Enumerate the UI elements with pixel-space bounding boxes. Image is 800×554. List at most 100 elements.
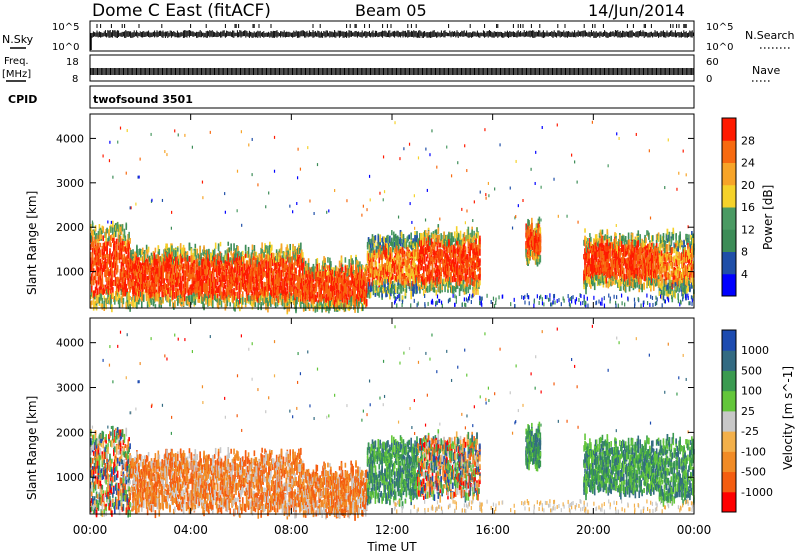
power-echo (176, 295, 179, 300)
power-echo (262, 286, 264, 292)
power-echo (132, 286, 134, 294)
power-echo (326, 275, 328, 283)
power-echo (257, 302, 260, 311)
power-echo (165, 290, 167, 296)
power-echo (246, 271, 249, 278)
power-echo (274, 274, 277, 281)
power-echo (182, 283, 185, 289)
power-echo (133, 299, 135, 307)
power-echo (136, 254, 138, 261)
power-echo (168, 297, 170, 303)
power-echo (138, 270, 140, 279)
power-echo (218, 298, 221, 306)
power-echo (244, 298, 247, 305)
power-echo (298, 294, 300, 302)
power-echo (299, 267, 301, 273)
power-echo (185, 253, 188, 258)
power-echo (125, 302, 128, 310)
power-echo (117, 277, 120, 284)
power-echo (139, 248, 142, 256)
power-echo (341, 302, 344, 310)
power-echo (154, 261, 157, 269)
power-echo (287, 266, 290, 272)
power-echo (335, 290, 338, 297)
power-echo (220, 253, 223, 258)
power-echo (114, 230, 117, 238)
power-echo (105, 246, 107, 252)
power-echo (162, 296, 164, 303)
power-echo (286, 305, 289, 313)
power-echo (227, 253, 230, 260)
power-echo (216, 298, 219, 303)
power-echo (102, 262, 105, 267)
power-echo (93, 248, 96, 255)
freq-bottom-tick: 8 (72, 74, 78, 85)
power-echo (211, 291, 214, 299)
power-echo (310, 285, 313, 292)
power-echo (176, 279, 179, 286)
power-echo (312, 294, 315, 300)
power-echo (142, 260, 145, 268)
power-echo (179, 298, 182, 306)
power-echo (150, 299, 153, 305)
power-echo (103, 253, 106, 259)
power-echo (260, 275, 262, 282)
power-echo (280, 285, 283, 294)
power-echo (227, 274, 230, 279)
power-echo (210, 282, 213, 287)
power-echo (277, 280, 280, 287)
power-echo (229, 302, 231, 307)
power-echo (280, 295, 283, 301)
power-echo (168, 253, 170, 259)
power-echo (127, 263, 129, 270)
power-echo (153, 270, 156, 276)
power-echo (296, 249, 298, 256)
power-echo (171, 251, 173, 258)
power-echo (215, 259, 218, 265)
power-echo (261, 249, 263, 254)
power-echo (96, 255, 99, 262)
power-echo (91, 293, 94, 298)
power-echo (93, 293, 96, 300)
power-echo (271, 289, 274, 296)
power-echo (157, 282, 160, 290)
power-echo (275, 285, 278, 291)
power-echo (167, 287, 169, 295)
power-echo (283, 293, 286, 300)
power-echo (101, 259, 104, 264)
power-echo (319, 271, 322, 277)
power-echo (208, 265, 210, 270)
power-echo (254, 271, 257, 277)
power-echo (284, 272, 287, 277)
power-echo (153, 279, 156, 288)
power-echo (114, 225, 117, 234)
power-echo (90, 301, 92, 309)
power-echo (276, 296, 279, 304)
power-echo (262, 260, 264, 268)
power-echo (201, 298, 203, 304)
power-echo (199, 279, 201, 287)
power-echo (159, 256, 162, 263)
power-echo (219, 268, 222, 274)
power-echo (131, 272, 133, 280)
power-echo (219, 241, 222, 247)
power-echo (106, 284, 108, 292)
power-echo (279, 285, 282, 291)
power-echo (236, 277, 238, 284)
power-echo (307, 271, 310, 278)
power-echo (331, 301, 333, 309)
power-echo (179, 284, 182, 293)
power-echo (210, 297, 212, 303)
power-echo (112, 287, 114, 295)
power-echo (119, 283, 122, 291)
power-echo (296, 275, 298, 281)
power-echo (254, 255, 257, 263)
power-echo (162, 291, 164, 298)
power-echo (294, 246, 296, 251)
power-echo (313, 296, 316, 304)
power-echo (220, 256, 223, 261)
power-echo (127, 249, 129, 255)
power-echo (196, 248, 199, 256)
power-echo (245, 261, 248, 270)
power-echo (137, 264, 139, 270)
